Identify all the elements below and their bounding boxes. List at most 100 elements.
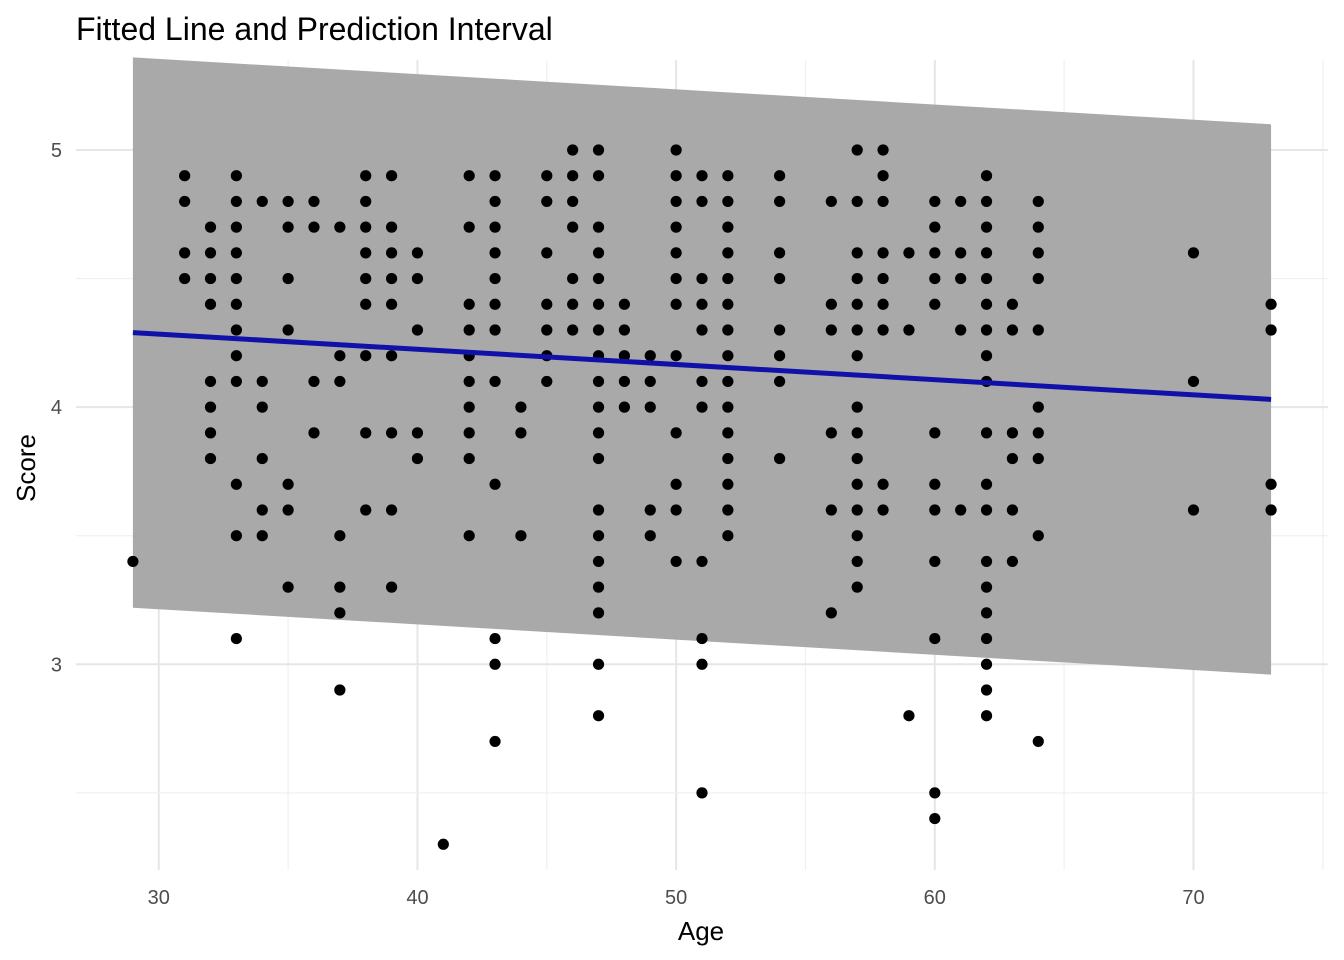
- data-point: [696, 324, 708, 336]
- data-point: [851, 247, 863, 259]
- data-point: [567, 144, 579, 156]
- data-point: [774, 195, 786, 208]
- data-point: [722, 324, 734, 336]
- data-point: [955, 324, 967, 336]
- data-point: [567, 324, 579, 336]
- data-point: [903, 710, 915, 722]
- data-point: [179, 272, 191, 285]
- y-tick-labels: 3 4 5: [51, 140, 62, 676]
- data-point: [592, 658, 605, 670]
- data-point: [696, 375, 708, 388]
- data-point: [696, 555, 708, 568]
- data-point: [851, 324, 863, 336]
- data-point: [980, 170, 993, 182]
- data-point: [877, 324, 889, 336]
- data-point: [385, 350, 398, 362]
- data-point: [463, 298, 475, 310]
- data-point: [411, 247, 424, 259]
- data-point: [541, 195, 553, 208]
- x-tick-label: 40: [406, 887, 428, 909]
- data-point: [256, 401, 268, 413]
- data-point: [437, 838, 449, 850]
- data-point: [334, 530, 346, 542]
- data-point: [877, 478, 889, 490]
- data-point: [929, 478, 941, 490]
- data-point: [877, 170, 889, 182]
- data-point: [1187, 504, 1200, 516]
- data-point: [929, 195, 941, 208]
- data-point: [282, 478, 294, 490]
- data-point: [230, 478, 242, 490]
- data-point: [929, 298, 941, 310]
- data-point: [644, 375, 656, 388]
- data-point: [877, 247, 889, 259]
- data-point: [851, 478, 863, 490]
- x-tick-label: 30: [148, 887, 170, 909]
- data-point: [567, 298, 579, 310]
- data-point: [592, 247, 605, 259]
- data-point: [1187, 375, 1200, 388]
- data-point: [980, 272, 993, 285]
- data-point: [230, 530, 242, 542]
- data-point: [1006, 298, 1019, 310]
- data-point: [722, 221, 734, 233]
- data-point: [592, 221, 605, 233]
- data-point: [1006, 427, 1019, 439]
- data-point: [463, 170, 475, 182]
- data-point: [955, 272, 967, 285]
- data-point: [360, 350, 372, 362]
- data-point: [308, 427, 320, 439]
- data-point: [851, 272, 863, 285]
- data-point: [825, 427, 837, 439]
- data-point: [851, 195, 863, 208]
- data-point: [385, 247, 398, 259]
- data-point: [204, 221, 217, 233]
- data-point: [256, 530, 268, 542]
- data-point: [696, 787, 708, 799]
- data-point: [980, 478, 993, 490]
- data-point: [204, 272, 217, 285]
- data-point: [696, 658, 708, 670]
- data-point: [644, 350, 656, 362]
- data-point: [230, 272, 242, 285]
- data-point: [1032, 272, 1044, 285]
- data-point: [851, 144, 863, 156]
- data-point: [696, 401, 708, 413]
- data-point: [463, 221, 475, 233]
- data-point: [980, 710, 993, 722]
- data-point: [385, 170, 398, 182]
- data-point: [592, 298, 605, 310]
- data-point: [618, 375, 630, 388]
- data-point: [670, 478, 682, 490]
- data-point: [204, 247, 217, 259]
- data-point: [722, 195, 734, 208]
- data-point: [592, 530, 605, 542]
- data-point: [1006, 555, 1019, 568]
- data-point: [256, 452, 268, 465]
- data-point: [670, 195, 682, 208]
- chart-title: Fitted Line and Prediction Interval: [76, 11, 553, 47]
- data-point: [696, 170, 708, 182]
- data-point: [825, 195, 837, 208]
- data-point: [282, 324, 294, 336]
- data-point: [360, 170, 372, 182]
- data-point: [722, 478, 734, 490]
- data-point: [929, 812, 941, 825]
- data-point: [980, 658, 993, 670]
- data-point: [955, 247, 967, 259]
- data-point: [411, 272, 424, 285]
- fit-line-layer: [132, 330, 1272, 402]
- data-point: [360, 272, 372, 285]
- data-point: [489, 735, 501, 748]
- data-point: [489, 195, 501, 208]
- data-point: [929, 632, 941, 645]
- data-point: [980, 298, 993, 310]
- data-point: [360, 221, 372, 233]
- data-point: [670, 504, 682, 516]
- data-point: [256, 195, 268, 208]
- data-point: [334, 375, 346, 388]
- data-point: [360, 427, 372, 439]
- data-point: [722, 427, 734, 439]
- data-point: [696, 195, 708, 208]
